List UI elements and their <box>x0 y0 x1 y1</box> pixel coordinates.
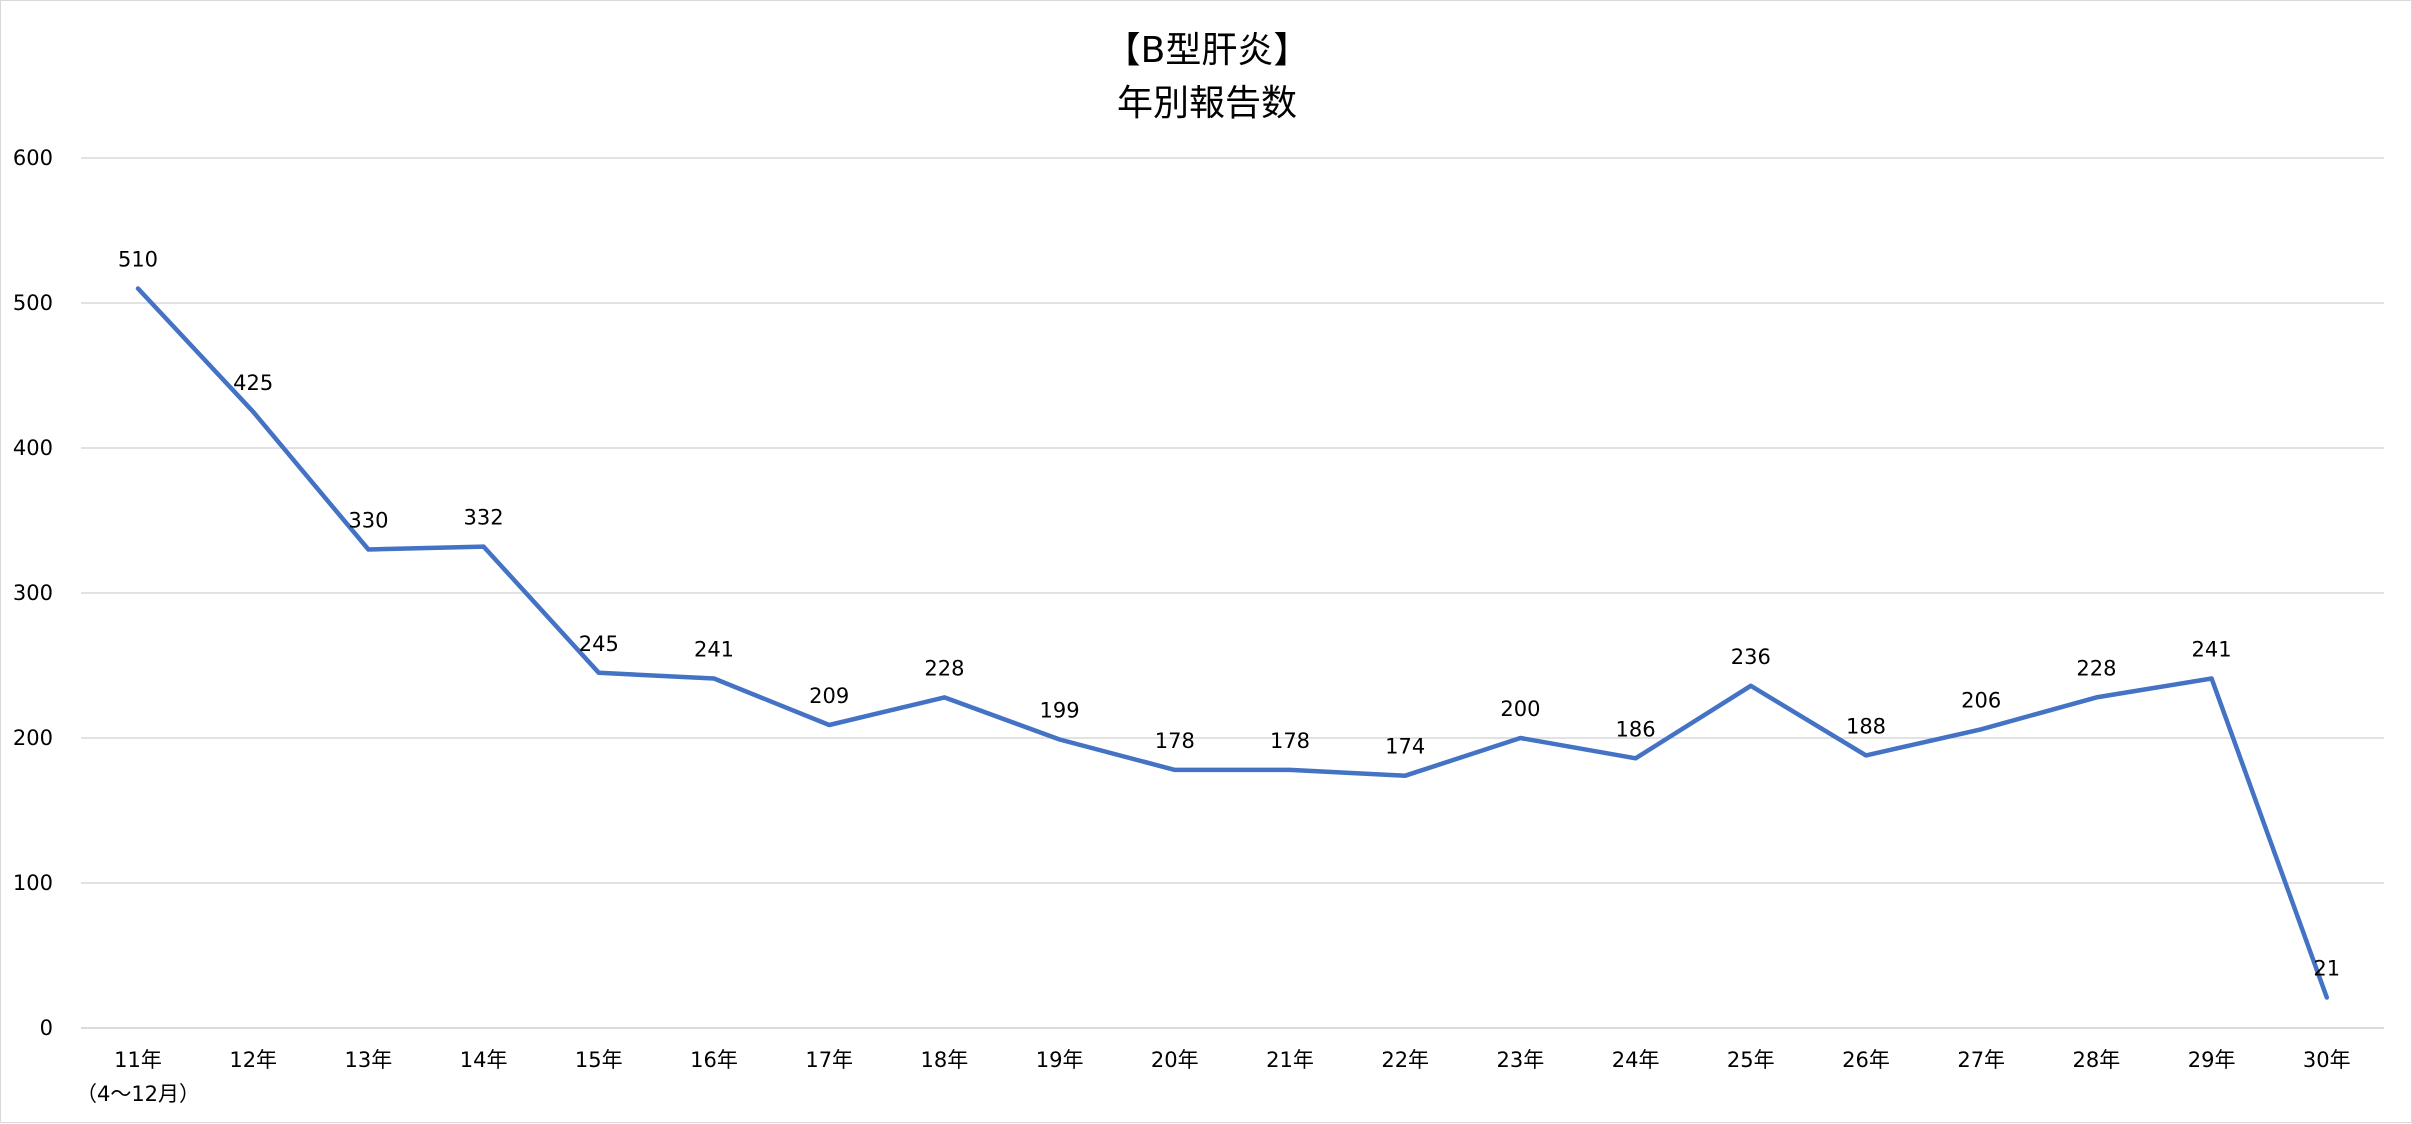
data-label: 174 <box>1385 735 1425 759</box>
y-tick-label: 600 <box>13 146 53 170</box>
x-tick-label: 17年 <box>805 1048 853 1072</box>
x-tick-label: 19年 <box>1036 1048 1084 1072</box>
x-tick-label: 30年 <box>2303 1048 2351 1072</box>
x-tick-label: 13年 <box>345 1048 393 1072</box>
data-label: 206 <box>1961 688 2001 712</box>
data-label: 241 <box>2192 638 2232 662</box>
x-tick-label: 16年 <box>690 1048 738 1072</box>
data-label: 228 <box>2076 656 2116 680</box>
data-label: 510 <box>118 248 158 272</box>
x-tick-label: 22年 <box>1381 1048 1429 1072</box>
data-label: 178 <box>1155 729 1195 753</box>
chart-subtitle: 年別報告数 <box>1117 83 1297 124</box>
y-tick-label: 500 <box>13 291 53 315</box>
y-tick-label: 200 <box>13 726 53 750</box>
x-tick-label: 27年 <box>1957 1048 2005 1072</box>
data-label: 241 <box>694 638 734 662</box>
x-tick-label: 12年 <box>229 1048 277 1072</box>
x-tick-label: 21年 <box>1266 1048 1314 1072</box>
data-label: 245 <box>579 632 619 656</box>
series-lines <box>135 286 2330 1000</box>
x-tick-label: 11年 <box>114 1048 162 1072</box>
data-label: 330 <box>348 509 388 533</box>
x-tick-label: 24年 <box>1612 1048 1660 1072</box>
y-axis-ticks: 0 100 200 300 400 500 600 <box>13 146 53 1040</box>
data-label: 209 <box>809 684 849 708</box>
x-tick-label: 23年 <box>1497 1048 1545 1072</box>
x-tick-label: 14年 <box>460 1048 508 1072</box>
x-axis-ticks: 11年 （4～12月） 12年 13年 14年 15年 16年 17年 18年 19年 20年 21年… <box>76 1048 2351 1106</box>
x-tick-label: 15年 <box>575 1048 623 1072</box>
x-tick-note: （4～12月） <box>76 1082 200 1106</box>
x-tick-label: 28年 <box>2073 1048 2121 1072</box>
series-line <box>135 286 2330 1000</box>
data-label: 332 <box>464 506 504 530</box>
data-labels: 510 425 330 332 245 241 209 228 199 178 178 174 200 1… <box>118 248 2340 981</box>
data-label: 188 <box>1846 714 1886 738</box>
data-label: 178 <box>1270 729 1310 753</box>
x-tick-label: 25年 <box>1727 1048 1775 1072</box>
x-tick-label: 26年 <box>1842 1048 1890 1072</box>
data-label: 199 <box>1040 698 1080 722</box>
data-label: 200 <box>1500 697 1540 721</box>
data-label: 21 <box>2313 957 2340 981</box>
data-label: 186 <box>1616 717 1656 741</box>
data-label: 425 <box>233 371 273 395</box>
y-tick-label: 0 <box>40 1016 53 1040</box>
y-tick-label: 300 <box>13 581 53 605</box>
x-tick-label: 20年 <box>1151 1048 1199 1072</box>
x-tick-label: 29年 <box>2188 1048 2236 1072</box>
data-label: 236 <box>1731 645 1771 669</box>
y-tick-label: 100 <box>13 871 53 895</box>
chart-title: 【B型肝炎】 <box>1105 30 1310 71</box>
gridlines <box>81 157 2384 1029</box>
data-label: 228 <box>924 656 964 680</box>
y-tick-label: 400 <box>13 436 53 460</box>
x-tick-label: 18年 <box>921 1048 969 1072</box>
